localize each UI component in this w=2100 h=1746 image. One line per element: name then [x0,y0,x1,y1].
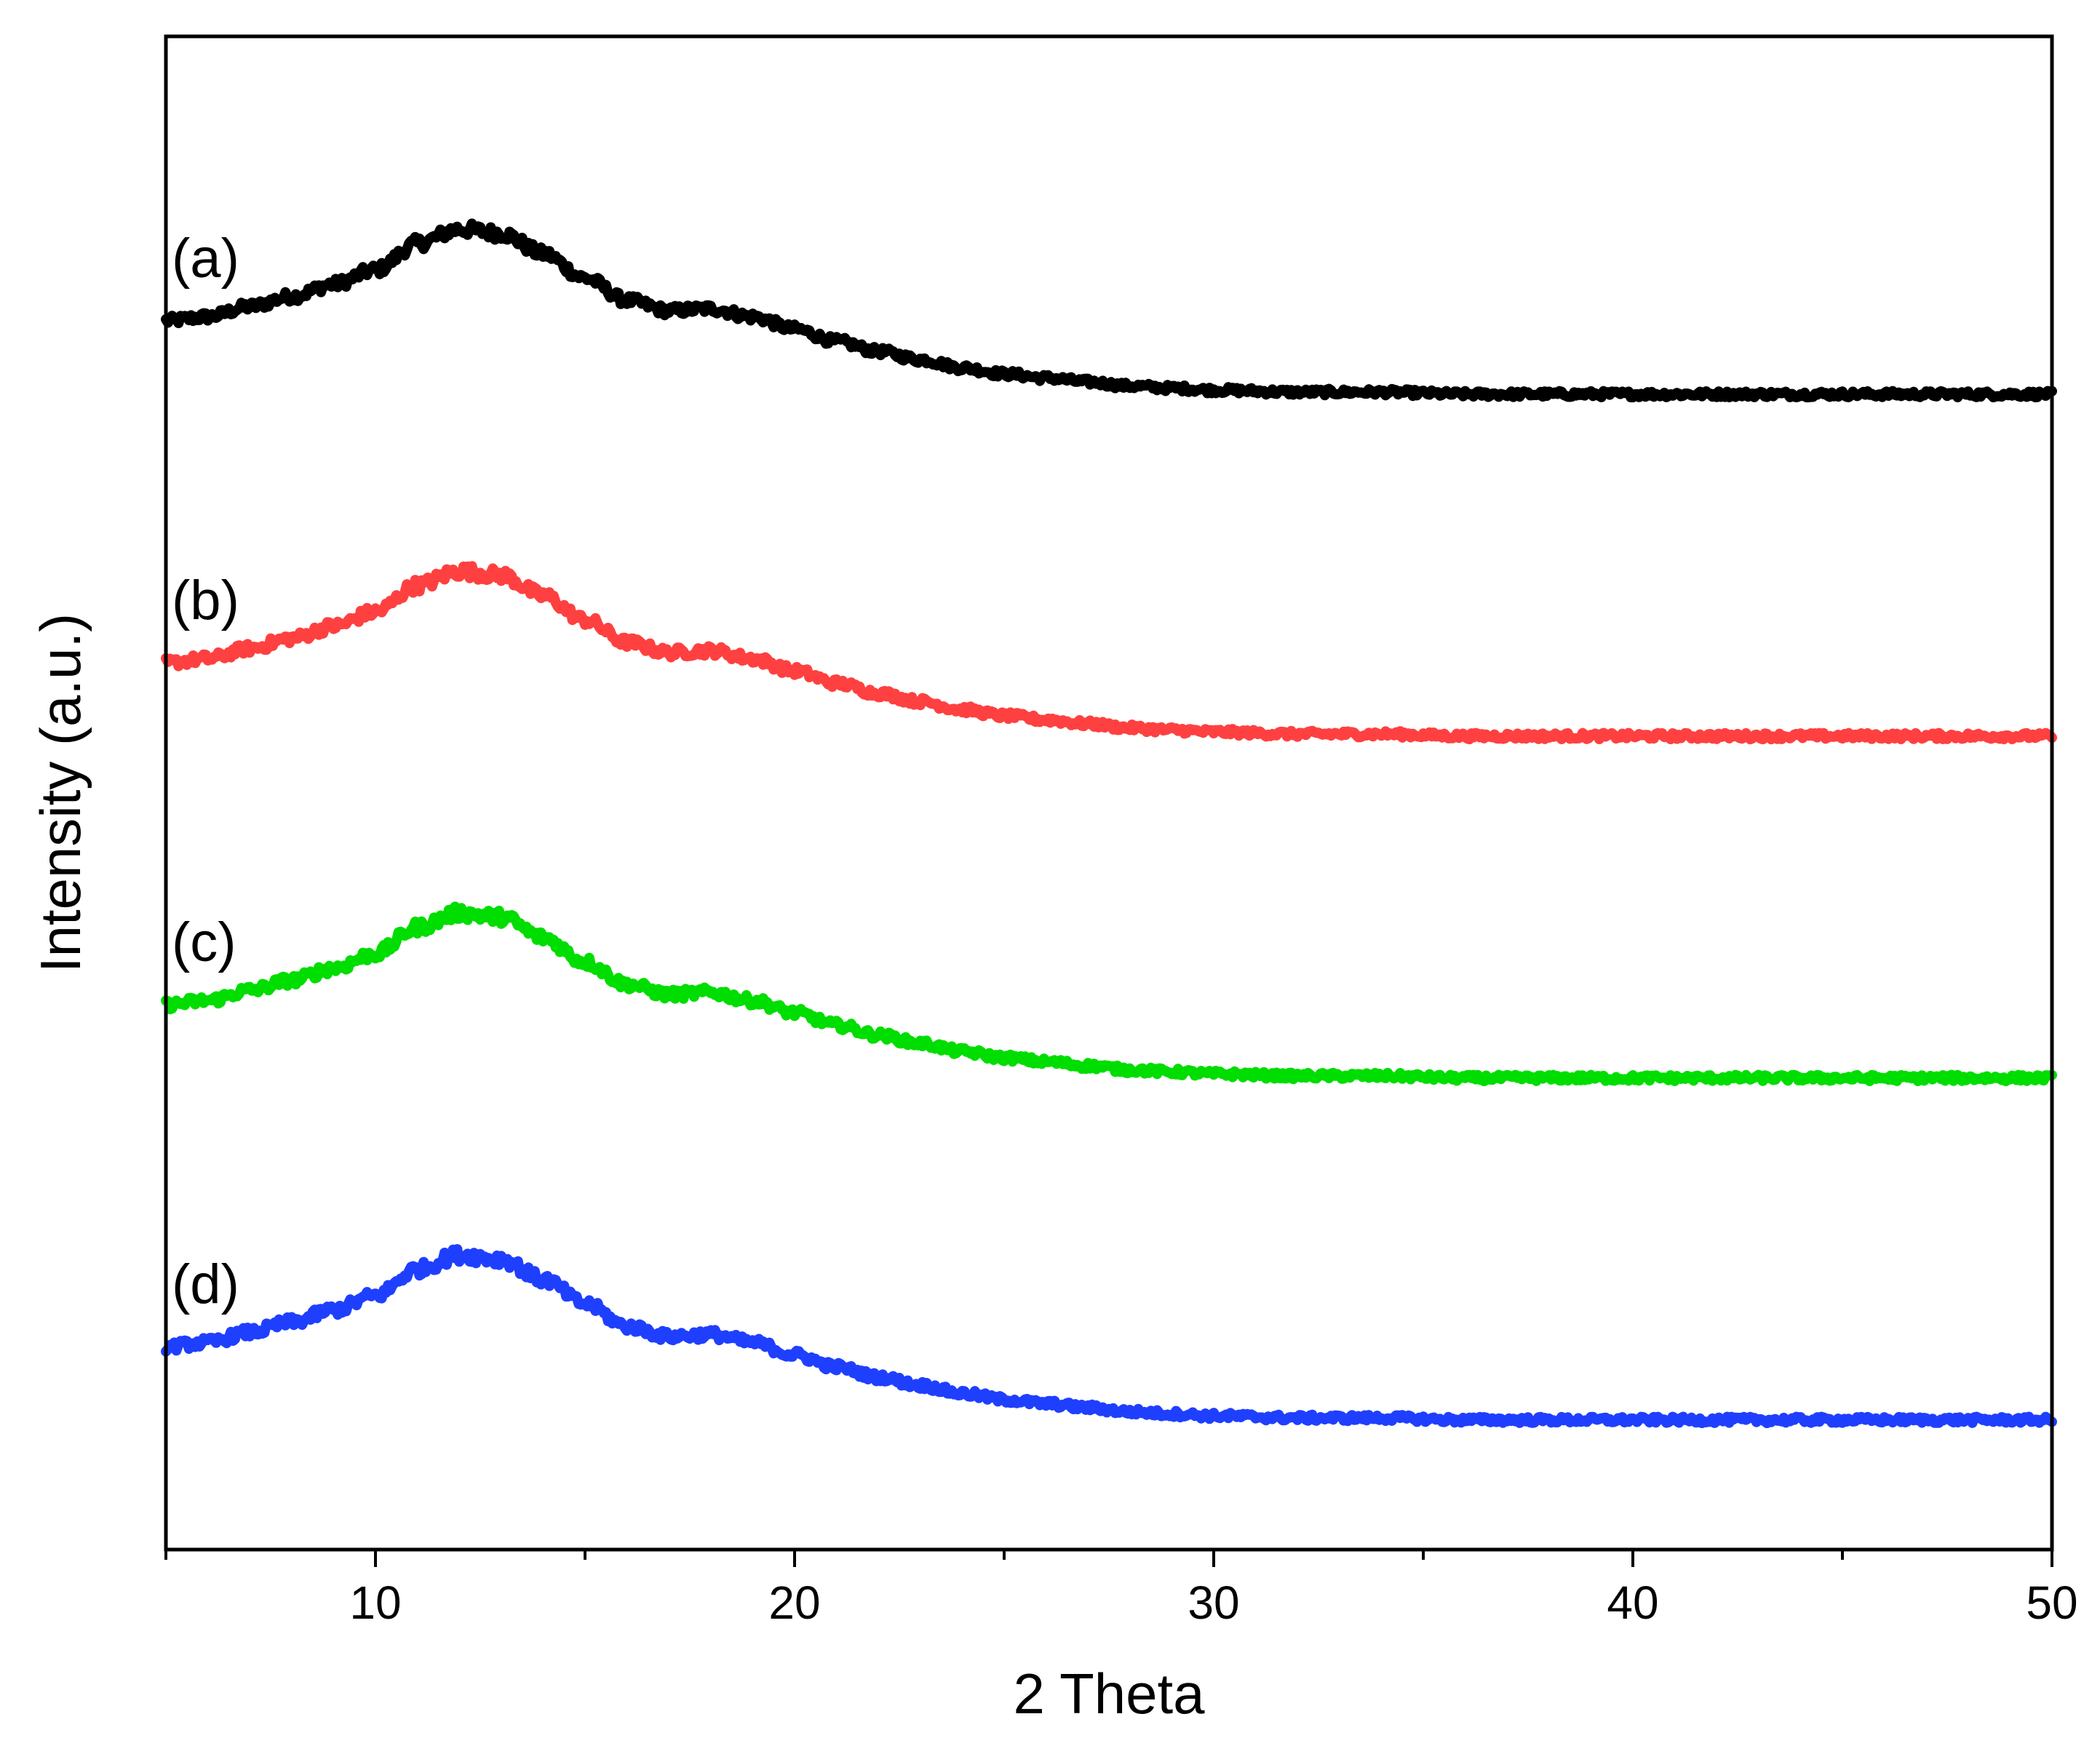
x-axis-ticks: 10 20 30 40 50 [164,1550,2078,1629]
series-line-c [161,901,2057,1087]
x-tick-label: 30 [1188,1576,1239,1629]
series-label-d: (d) [172,1253,239,1315]
x-tick-label: 10 [349,1576,401,1629]
series-label-c: (c) [172,912,236,973]
series-label-a: (a) [172,228,239,290]
x-axis-title: 2 Theta [1013,1662,1205,1726]
y-axis-title: Intensity (a.u.) [28,613,92,973]
series-line-b [161,561,2057,745]
plot-frame [164,34,2054,1552]
series-layer [161,218,2057,1429]
series-label-b: (b) [172,570,239,631]
x-tick-label: 50 [2026,1576,2077,1629]
series-line-d [161,1244,2057,1429]
x-tick-label: 20 [768,1576,820,1629]
series-labels: (a) (b) (c) (d) [172,228,239,1315]
x-tick-label: 40 [1607,1576,1658,1629]
series-line-a [161,218,2057,403]
